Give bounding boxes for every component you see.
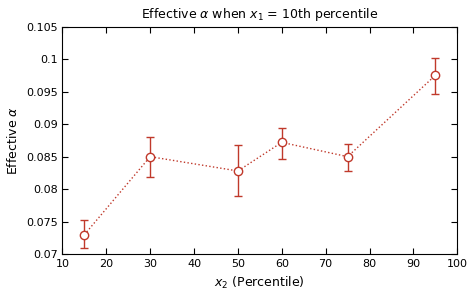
Title: Effective $\alpha$ when $x_1$ = 10th percentile: Effective $\alpha$ when $x_1$ = 10th per… (141, 6, 378, 23)
Y-axis label: Effective $\alpha$: Effective $\alpha$ (6, 106, 20, 175)
X-axis label: $x_2$ (Percentile): $x_2$ (Percentile) (215, 275, 305, 291)
